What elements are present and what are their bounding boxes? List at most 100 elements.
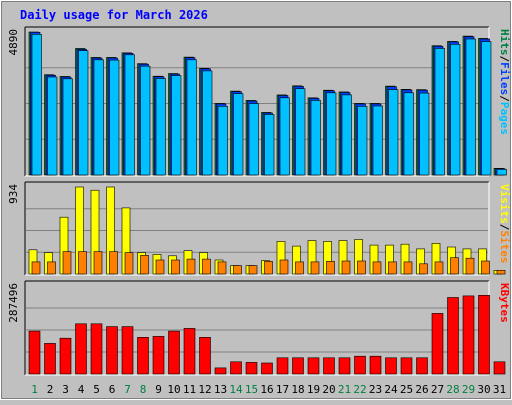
bar-pages-day-22 xyxy=(357,106,368,176)
bar-kbytes-day-25 xyxy=(400,357,413,375)
bar-sites-day-27 xyxy=(434,261,444,275)
bar-sites-day-9 xyxy=(155,259,165,275)
x-tick-label: 28 xyxy=(446,383,459,396)
legend-item: KBytes xyxy=(498,283,511,323)
bar-kbytes-day-11 xyxy=(183,328,196,375)
x-tick-label: 18 xyxy=(291,383,304,396)
legend-item: / xyxy=(498,56,511,63)
legend: Visits/Sites xyxy=(498,184,511,264)
bar-pages-day-11 xyxy=(186,59,197,176)
x-tick-label: 30 xyxy=(477,383,490,396)
bar-pages-day-24 xyxy=(388,89,399,176)
bar-pages-day-15 xyxy=(248,103,259,176)
bar-sites-day-30 xyxy=(481,260,490,275)
x-tick-label: 11 xyxy=(183,383,196,396)
x-tick-label: 29 xyxy=(462,383,475,396)
bar-pages-day-25 xyxy=(403,92,414,176)
bar-sites-day-1 xyxy=(31,261,41,275)
x-axis-day-labels: 1 2 3 4 5 6 7 8 9 10 11 12 13 14 15 16 17 18 19 20 21 22 23 24 2… xyxy=(31,383,506,396)
x-tick-label: 14 xyxy=(229,383,243,396)
chart-title: Daily usage for March 2026 xyxy=(20,8,208,22)
bar-kbytes-day-5 xyxy=(90,323,103,375)
x-tick-label: 2 xyxy=(47,383,54,396)
bar-kbytes-day-19 xyxy=(307,357,320,375)
y-max-label: 934 xyxy=(7,184,20,204)
kbytes-panel: 287496 KBytes xyxy=(7,280,511,376)
bar-sites-day-18 xyxy=(295,261,304,275)
x-tick-label: 20 xyxy=(322,383,335,396)
x-tick-label: 31 xyxy=(493,383,506,396)
bar-pages-day-19 xyxy=(310,100,321,176)
bar-pages-day-31 xyxy=(496,169,507,176)
bar-pages-day-5 xyxy=(93,59,104,176)
bar-sites-day-26 xyxy=(419,263,428,275)
x-tick-label: 4 xyxy=(78,383,85,396)
bar-sites-day-23 xyxy=(372,261,382,275)
bar-sites-day-7 xyxy=(124,252,134,275)
bar-kbytes-day-7 xyxy=(121,326,134,375)
legend: Hits/Files/Pages xyxy=(498,29,511,135)
x-tick-label: 5 xyxy=(93,383,100,396)
bar-sites-day-19 xyxy=(310,261,320,275)
bar-pages-day-18 xyxy=(295,88,306,176)
x-tick-label: 1 xyxy=(31,383,38,396)
x-tick-label: 17 xyxy=(276,383,289,396)
bar-kbytes-day-10 xyxy=(168,330,180,375)
bar-sites-day-2 xyxy=(47,261,56,275)
legend-item: Pages xyxy=(498,102,511,135)
x-tick-label: 25 xyxy=(400,383,413,396)
x-tick-label: 16 xyxy=(260,383,273,396)
bar-kbytes-day-1 xyxy=(28,330,41,375)
bar-kbytes-day-27 xyxy=(431,313,444,375)
bar-sites-day-25 xyxy=(403,261,413,275)
bar-sites-day-20 xyxy=(326,261,335,275)
bar-sites-day-10 xyxy=(171,259,180,275)
bar-sites-day-31 xyxy=(496,269,506,275)
bar-kbytes-day-31 xyxy=(493,361,506,375)
bar-kbytes-day-24 xyxy=(385,357,397,375)
visits-panel: 934 Visits/Sites xyxy=(7,181,511,276)
bar-kbytes-day-14 xyxy=(230,361,242,375)
bar-kbytes-day-29 xyxy=(462,295,475,375)
bar-pages-day-4 xyxy=(78,50,89,176)
bar-sites-day-29 xyxy=(465,257,475,275)
x-tick-label: 10 xyxy=(167,383,180,396)
bar-kbytes-day-6 xyxy=(106,326,118,375)
x-tick-label: 8 xyxy=(140,383,147,396)
legend-item: Sites xyxy=(498,230,511,263)
bar-sites-day-14 xyxy=(233,265,242,275)
bar-pages-day-2 xyxy=(47,76,58,176)
bar-kbytes-day-8 xyxy=(137,336,149,375)
x-tick-label: 19 xyxy=(307,383,320,396)
x-tick-label: 13 xyxy=(214,383,227,396)
x-tick-label: 27 xyxy=(431,383,444,396)
bar-pages-day-30 xyxy=(481,41,492,176)
bar-pages-day-16 xyxy=(264,114,275,176)
x-tick-label: 9 xyxy=(155,383,162,396)
bar-kbytes-day-16 xyxy=(261,362,273,375)
bar-pages-day-3 xyxy=(62,78,73,176)
bar-sites-day-4 xyxy=(78,251,87,275)
y-max-label: 4890 xyxy=(7,29,20,56)
bar-pages-day-27 xyxy=(434,48,445,176)
x-tick-label: 26 xyxy=(415,383,428,396)
bar-pages-day-12 xyxy=(202,70,213,176)
bar-kbytes-day-26 xyxy=(416,357,428,375)
bar-sites-day-8 xyxy=(140,255,149,275)
bar-pages-day-26 xyxy=(419,92,430,176)
bar-pages-day-1 xyxy=(31,33,42,176)
bar-pages-day-8 xyxy=(140,65,151,176)
x-tick-label: 21 xyxy=(338,383,351,396)
legend-item: Hits xyxy=(498,29,511,56)
x-tick-label: 6 xyxy=(109,383,116,396)
x-tick-label: 24 xyxy=(384,383,398,396)
bar-kbytes-day-4 xyxy=(75,323,87,375)
hits-panel: 4890 Hits/Files/Pages xyxy=(7,26,511,177)
bar-kbytes-day-2 xyxy=(44,343,56,375)
bar-pages-day-6 xyxy=(109,59,120,176)
bar-kbytes-day-9 xyxy=(152,336,165,375)
bar-kbytes-day-30 xyxy=(478,294,490,375)
